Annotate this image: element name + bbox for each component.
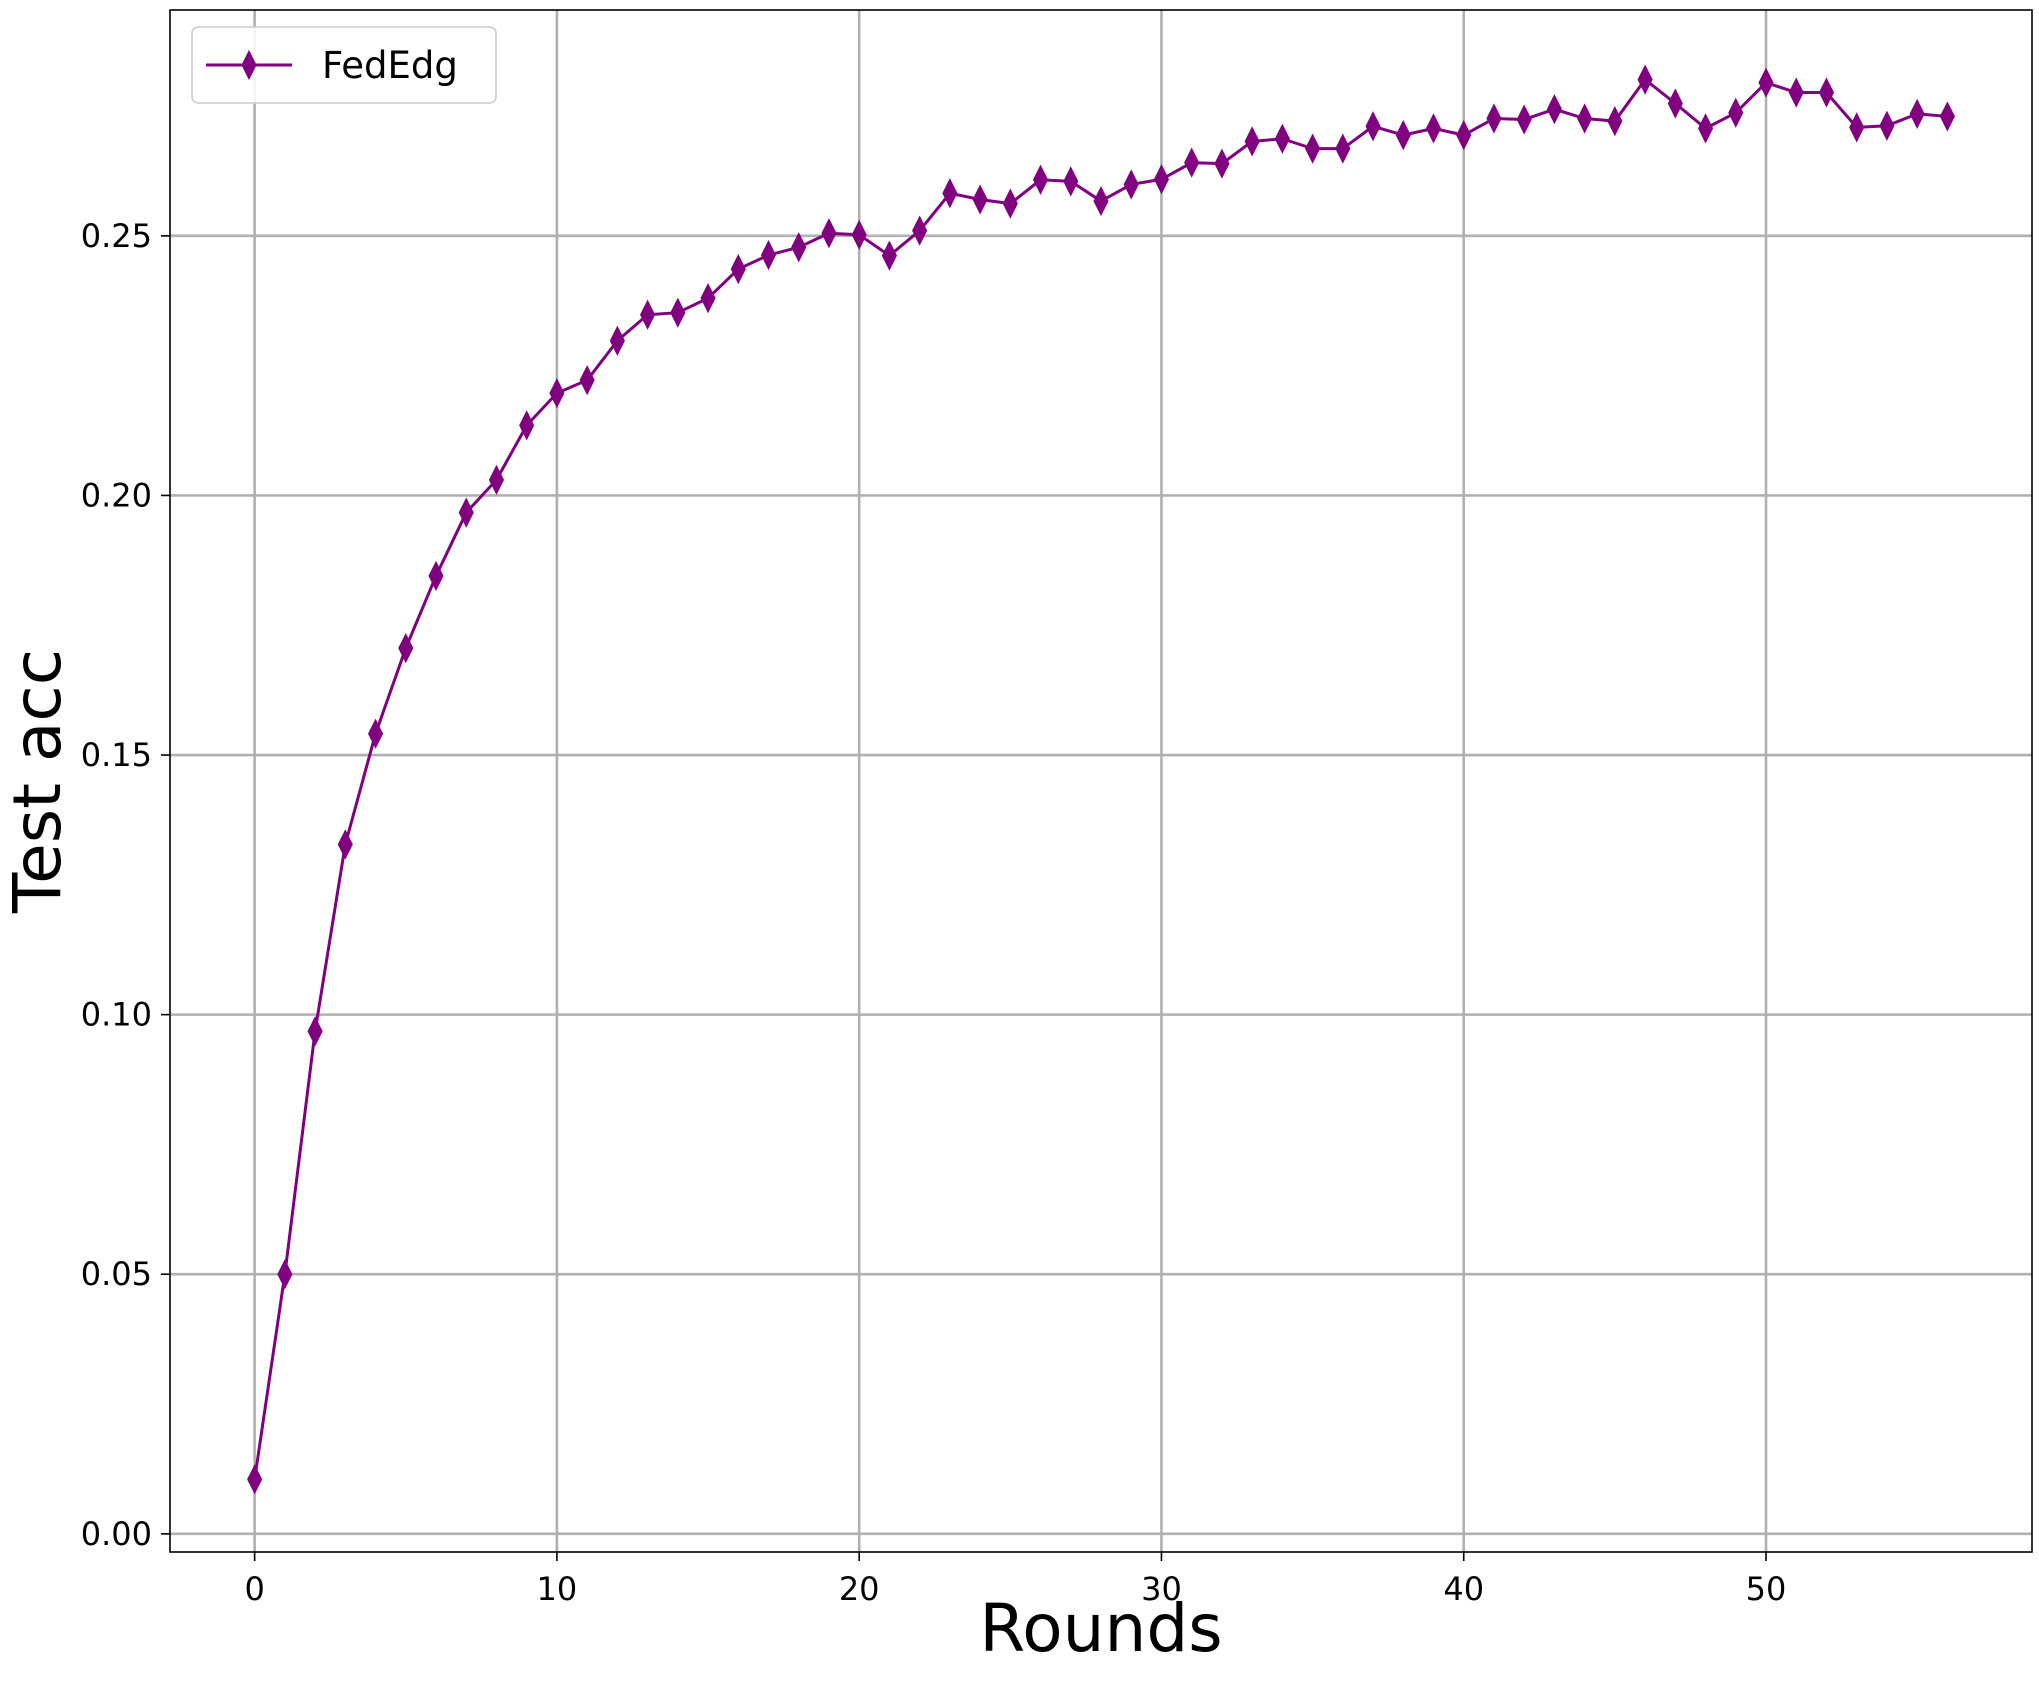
y-tick-label-0: 0.00 xyxy=(81,1515,152,1553)
data-point-0-9 xyxy=(519,410,535,441)
data-point-0-14 xyxy=(670,297,686,328)
data-point-0-37 xyxy=(1365,111,1381,142)
data-point-0-25 xyxy=(1002,188,1018,219)
data-point-0-52 xyxy=(1818,77,1835,108)
data-point-0-29 xyxy=(1123,169,1139,200)
data-point-0-48 xyxy=(1697,113,1714,144)
x-tick-label-0: 0 xyxy=(244,1570,264,1608)
y-tick-label-3: 0.15 xyxy=(81,736,152,774)
data-point-0-2 xyxy=(307,1016,323,1047)
x-tick-label-4: 40 xyxy=(1443,1570,1484,1608)
data-point-0-50 xyxy=(1758,67,1774,98)
data-point-0-53 xyxy=(1849,112,1865,143)
data-point-0-51 xyxy=(1788,77,1804,108)
data-point-0-36 xyxy=(1335,133,1351,164)
data-point-0-20 xyxy=(851,219,867,250)
x-tick-label-5: 50 xyxy=(1746,1570,1787,1608)
y-tick-label-5: 0.25 xyxy=(81,217,152,255)
data-point-0-0 xyxy=(247,1464,263,1495)
data-point-0-45 xyxy=(1607,105,1623,137)
plot-frame xyxy=(169,9,2033,1553)
data-point-0-41 xyxy=(1486,103,1502,134)
x-ticks: 0 10 20 30 40 50 xyxy=(244,1552,1786,1608)
legend-label: FedEdg xyxy=(322,44,458,87)
data-point-0-8 xyxy=(488,464,505,495)
x-tick-label-1: 10 xyxy=(537,1570,578,1608)
series-layer xyxy=(247,64,1955,1495)
data-point-0-7 xyxy=(458,497,474,528)
data-point-0-12 xyxy=(609,325,625,356)
data-point-0-27 xyxy=(1063,166,1079,197)
series-line-0 xyxy=(253,78,1948,1480)
data-point-0-31 xyxy=(1184,147,1200,178)
y-tick-label-1: 0.05 xyxy=(81,1255,152,1293)
data-point-0-33 xyxy=(1244,126,1260,157)
legend: FedEdg xyxy=(191,26,497,104)
data-point-0-30 xyxy=(1153,164,1170,195)
data-point-0-22 xyxy=(912,215,928,246)
data-point-0-42 xyxy=(1516,104,1532,135)
data-point-0-49 xyxy=(1728,97,1744,128)
data-point-0-17 xyxy=(760,239,777,271)
y-ticks: 0.00 0.05 0.10 0.15 0.20 0.25 xyxy=(81,217,170,1553)
data-point-0-18 xyxy=(791,232,807,263)
data-point-0-47 xyxy=(1667,88,1683,119)
data-point-0-24 xyxy=(972,184,988,215)
data-point-0-44 xyxy=(1577,103,1593,134)
data-point-0-54 xyxy=(1879,110,1895,141)
y-axis-title: Test acc xyxy=(0,649,76,914)
x-tick-label-2: 20 xyxy=(839,1570,880,1608)
x-axis-title: Rounds xyxy=(979,1590,1222,1667)
data-point-0-11 xyxy=(579,365,595,396)
data-point-0-35 xyxy=(1305,133,1321,164)
data-point-0-21 xyxy=(881,240,897,271)
data-point-0-34 xyxy=(1274,123,1290,154)
legend-marker-sample xyxy=(241,49,257,81)
y-tick-label-4: 0.20 xyxy=(81,476,152,514)
data-point-0-56 xyxy=(1939,101,1955,132)
data-point-0-10 xyxy=(549,378,565,409)
data-point-0-28 xyxy=(1093,185,1109,217)
data-point-0-23 xyxy=(942,178,958,209)
data-point-0-4 xyxy=(367,718,384,749)
data-point-0-39 xyxy=(1425,113,1442,144)
data-point-0-40 xyxy=(1456,120,1472,151)
data-point-0-5 xyxy=(398,632,414,664)
grid xyxy=(170,10,2032,1552)
legend-box xyxy=(191,26,497,104)
data-point-0-38 xyxy=(1395,120,1411,151)
x-tick-label-3: 30 xyxy=(1141,1570,1182,1608)
data-point-0-26 xyxy=(1032,164,1049,195)
data-point-0-15 xyxy=(700,283,716,314)
y-tick-label-2: 0.10 xyxy=(81,996,152,1034)
data-point-0-3 xyxy=(337,829,353,860)
data-point-0-43 xyxy=(1546,94,1562,125)
data-point-0-55 xyxy=(1909,98,1925,129)
data-point-0-46 xyxy=(1637,64,1653,95)
data-point-0-32 xyxy=(1214,148,1230,179)
data-point-0-19 xyxy=(821,218,837,249)
data-point-0-13 xyxy=(640,299,656,330)
data-point-0-16 xyxy=(730,253,746,285)
data-point-0-1 xyxy=(277,1259,293,1290)
data-point-0-6 xyxy=(428,560,444,592)
